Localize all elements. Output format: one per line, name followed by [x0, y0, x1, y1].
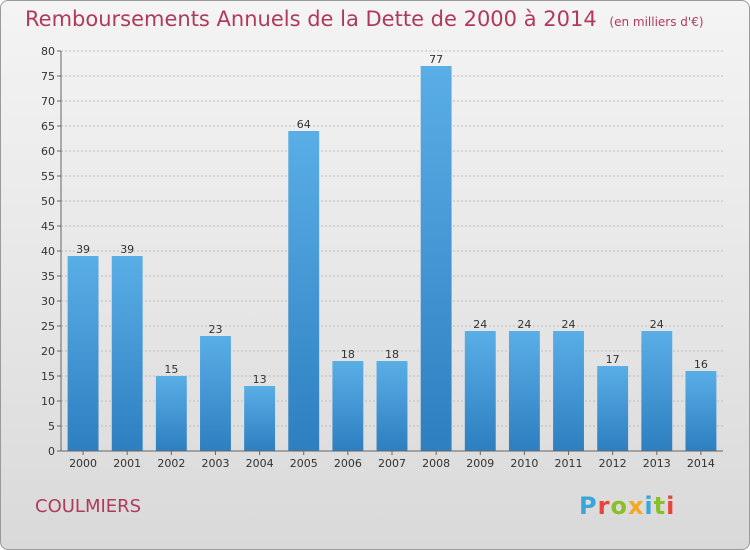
y-tick-label: 40 [41, 245, 55, 258]
logo-letter: x [627, 492, 645, 520]
x-tick-label-2014: 2014 [687, 457, 715, 470]
commune-name: COULMIERS [35, 496, 142, 517]
data-label-2001: 39 [120, 243, 134, 256]
y-tick-label: 60 [41, 145, 55, 158]
logo-letter: i [666, 492, 676, 520]
data-labels: 39 39 15 23 13 64 18 18 77 24 24 24 17 24 16 [76, 53, 708, 386]
data-label-2005: 64 [297, 118, 311, 131]
data-label-2012: 17 [606, 353, 620, 366]
data-label-2009: 24 [473, 318, 487, 331]
x-tick-label-2010: 2010 [510, 457, 538, 470]
y-tick-label: 65 [41, 120, 55, 133]
bar-2002 [155, 376, 187, 451]
logo-letter: P [579, 492, 598, 520]
x-tick-label-2002: 2002 [157, 457, 185, 470]
data-label-2007: 18 [385, 348, 399, 361]
y-tick-label: 5 [48, 420, 55, 433]
data-label-2010: 24 [517, 318, 531, 331]
x-tick-label-2003: 2003 [201, 457, 229, 470]
chart-title-text: Remboursements Annuels de la Dette de 20… [25, 7, 597, 31]
bar-2008 [420, 66, 452, 451]
y-axis: 0 5 10 15 20 25 30 35 40 45 50 55 60 65 70 75 80 [41, 45, 62, 458]
y-tick-label: 80 [41, 45, 55, 58]
x-tick-label-2004: 2004 [246, 457, 274, 470]
y-tick-label: 50 [41, 195, 55, 208]
x-tick-label-2008: 2008 [422, 457, 450, 470]
logo-letter: r [597, 492, 611, 520]
bar-2004 [244, 386, 276, 451]
y-tick-label: 75 [41, 70, 55, 83]
bar-2014 [685, 371, 717, 451]
y-tick-label: 25 [41, 320, 55, 333]
x-tick-label-2001: 2001 [113, 457, 141, 470]
data-label-2008: 77 [429, 53, 443, 66]
x-tick-label-2007: 2007 [378, 457, 406, 470]
y-tick-label: 10 [41, 395, 55, 408]
x-tick-label-2009: 2009 [466, 457, 494, 470]
data-label-2002: 15 [164, 363, 178, 376]
data-label-2014: 16 [694, 358, 708, 371]
x-axis: 2000 2001 2002 2003 2004 2005 2006 2007 2008 2009… [61, 450, 723, 470]
bars [67, 66, 717, 451]
y-tick-label: 45 [41, 220, 55, 233]
y-tick-label: 20 [41, 345, 55, 358]
data-label-2000: 39 [76, 243, 90, 256]
bar-2001 [111, 256, 143, 451]
y-tick-label: 70 [41, 95, 55, 108]
bar-2006 [332, 361, 364, 451]
x-tick-label-2000: 2000 [69, 457, 97, 470]
x-tick-label-2012: 2012 [599, 457, 627, 470]
y-tick-label: 0 [48, 445, 55, 458]
bar-2007 [376, 361, 408, 451]
y-tick-label: 15 [41, 370, 55, 383]
bar-2003 [200, 336, 231, 451]
y-tick-label: 35 [41, 270, 55, 283]
logo-letter: i [644, 492, 654, 520]
chart-title: Remboursements Annuels de la Dette de 20… [25, 7, 704, 31]
data-label-2006: 18 [341, 348, 355, 361]
data-label-2003: 23 [208, 323, 222, 336]
bar-2012 [597, 366, 629, 451]
x-tick-label-2006: 2006 [334, 457, 362, 470]
data-label-2013: 24 [650, 318, 664, 331]
y-tick-label: 55 [41, 170, 55, 183]
data-label-2011: 24 [562, 318, 576, 331]
bar-2013 [641, 331, 673, 451]
data-label-2004: 13 [253, 373, 267, 386]
x-tick-label-2005: 2005 [290, 457, 318, 470]
proxiti-logo: Proxiti [579, 492, 675, 520]
x-tick-label-2013: 2013 [643, 457, 671, 470]
bar-2005 [288, 131, 320, 451]
bar-2011 [553, 331, 584, 451]
logo-letter: t [653, 492, 667, 520]
logo-letter: o [610, 492, 628, 520]
chart-unit: (en milliers d'€) [609, 15, 704, 29]
bar-2000 [67, 256, 99, 451]
y-tick-label: 30 [41, 295, 55, 308]
bar-2010 [508, 331, 540, 451]
x-tick-label-2011: 2011 [555, 457, 583, 470]
bar-2009 [464, 331, 496, 451]
